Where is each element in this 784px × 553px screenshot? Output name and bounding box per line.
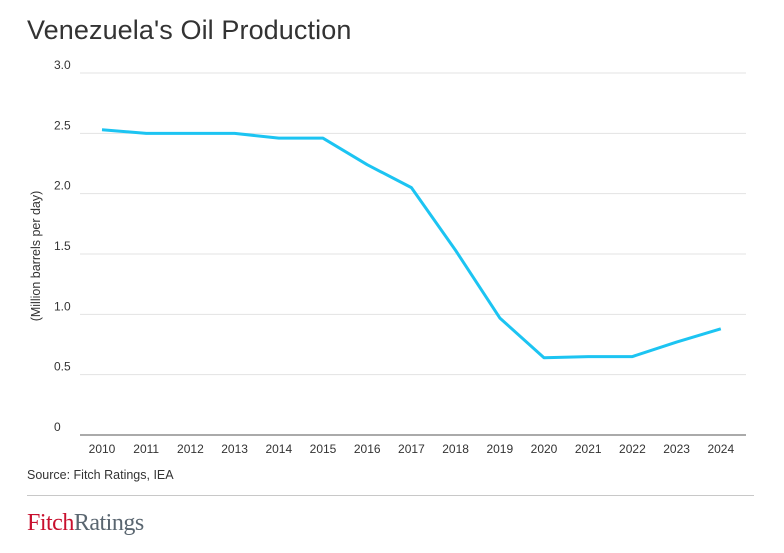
gridlines <box>80 72 746 376</box>
logo-ratings: Ratings <box>73 510 144 536</box>
series-line <box>101 128 722 360</box>
x-tick-label: 2012 <box>177 442 204 456</box>
y-tick-labels: 0 0.5 1.0 1.5 2.0 2.5 3.0 <box>54 58 71 434</box>
chart-title: Venezuela's Oil Production <box>27 15 352 45</box>
x-tick-label: 2020 <box>531 442 558 456</box>
x-tick-label: 2011 <box>133 442 159 456</box>
x-tick-label: 2021 <box>575 442 602 456</box>
y-tick-label: 1.0 <box>54 299 71 313</box>
x-tick-label: 2013 <box>221 442 248 456</box>
y-tick-label: 2.5 <box>54 118 71 132</box>
x-tick-label: 2018 <box>442 442 469 456</box>
x-tick-label: 2019 <box>486 442 513 456</box>
y-axis-label: (Million barrels per day) <box>29 191 43 322</box>
footer-divider <box>27 495 754 496</box>
source-note: Source: Fitch Ratings, IEA <box>27 468 174 482</box>
x-tick-label: 2016 <box>354 442 381 456</box>
x-tick-labels: 2010 2011 2012 2013 2014 2015 2016 2017 2018 2019… <box>89 442 735 456</box>
series-group <box>101 128 722 360</box>
y-tick-label: 2.0 <box>54 179 71 193</box>
x-tick-label: 2015 <box>310 442 337 456</box>
x-tick-label: 2017 <box>398 442 425 456</box>
x-tick-label: 2024 <box>707 442 734 456</box>
x-tick-label: 2022 <box>619 442 646 456</box>
x-tick-label: 2010 <box>89 442 116 456</box>
line-chart: 0 0.5 1.0 1.5 2.0 2.5 3.0 2010 2011 2012 2013 2014… <box>29 58 746 456</box>
x-tick-label: 2014 <box>265 442 292 456</box>
logo-fitch: Fitch <box>27 510 74 536</box>
x-tick-label: 2023 <box>663 442 690 456</box>
y-tick-label: 0 <box>54 420 61 434</box>
fitch-ratings-logo: FitchRatings <box>27 510 144 537</box>
y-tick-label: 1.5 <box>54 239 71 253</box>
y-tick-label: 3.0 <box>54 58 71 72</box>
y-tick-label: 0.5 <box>54 360 71 374</box>
